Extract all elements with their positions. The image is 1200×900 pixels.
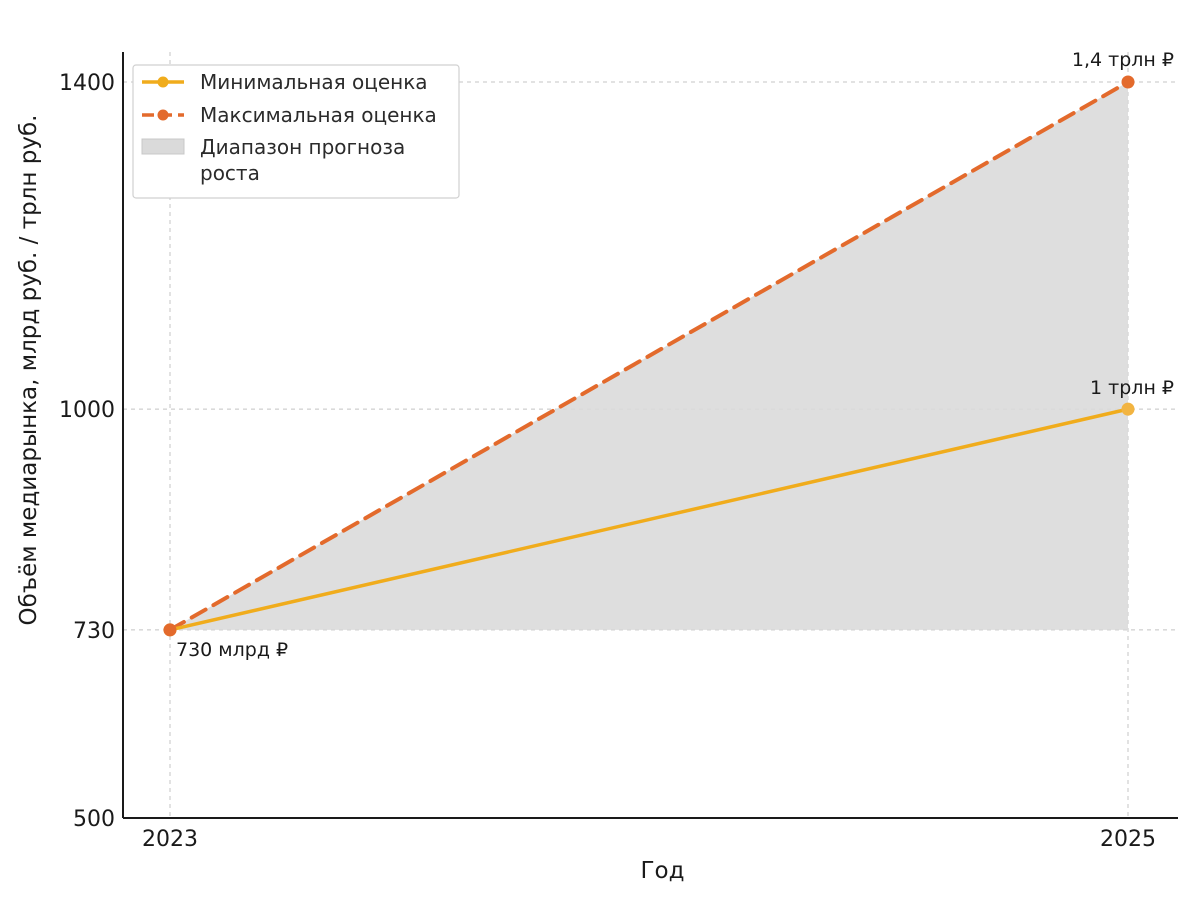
y-tick-label-730: 730: [73, 619, 115, 644]
y-tick-label-1000: 1000: [59, 398, 115, 423]
legend-label-range: Диапазон прогноза: [200, 135, 405, 159]
legend-label-min: Минимальная оценка: [200, 70, 428, 94]
legend-label-range-cont: роста: [200, 161, 260, 185]
point-max-2025: [1121, 75, 1135, 89]
annotations: 730 млрд ₽ 1 трлн ₽ 1,4 трлн ₽: [176, 49, 1174, 661]
y-tick-label-500: 500: [73, 807, 115, 832]
series-line-min: [168, 407, 1130, 632]
point-min-2025: [1121, 402, 1135, 416]
annotation-2: 1,4 трлн ₽: [1072, 49, 1174, 71]
point-max-2023: [163, 623, 177, 637]
axes: [122, 52, 1178, 819]
x-tick-label-2023: 2023: [142, 827, 198, 852]
annotation-0: 730 млрд ₽: [176, 639, 288, 661]
x-tick-label-2025: 2025: [1100, 827, 1156, 852]
legend-label-max: Максимальная оценка: [200, 103, 437, 127]
y-axis-title: Объём медиарынка, млрд руб. / трлн руб.: [16, 115, 42, 626]
legend-swatch-range: [141, 138, 185, 155]
x-axis-title: Год: [640, 858, 684, 884]
tick-labels: 500 730 1000 1400 2023 2025: [59, 71, 1156, 852]
legend-marker-min: [157, 76, 169, 88]
legend: Минимальная оценка Максимальная оценка Д…: [132, 64, 460, 199]
legend-marker-max: [157, 109, 169, 121]
annotation-1: 1 трлн ₽: [1090, 377, 1174, 399]
series-lines: [163, 75, 1135, 637]
series-line-max: [168, 80, 1130, 632]
y-tick-label-1400: 1400: [59, 71, 115, 96]
legend-box: [132, 64, 460, 199]
